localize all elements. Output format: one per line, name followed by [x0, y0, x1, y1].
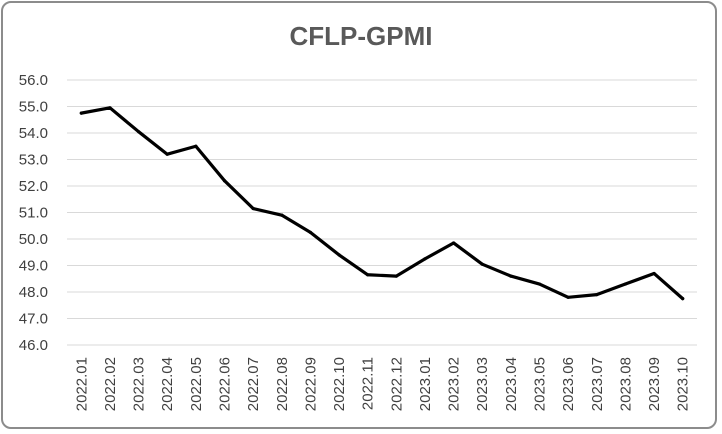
x-tick-label: 2023.02: [446, 357, 463, 411]
x-tick-label: 2022.10: [331, 357, 348, 411]
gridlines: [67, 79, 697, 346]
y-tick-label: 52.0: [19, 178, 48, 195]
data-point: [251, 206, 255, 211]
x-tick-label: 2022.04: [159, 357, 176, 411]
x-tick-label: 2023.03: [474, 357, 491, 411]
x-tick-label: 2022.12: [388, 357, 405, 411]
data-point: [566, 295, 570, 299]
data-point: [623, 282, 628, 286]
y-tick-label: 56.0: [19, 72, 48, 89]
x-tick-label: 2023.07: [589, 357, 606, 411]
data-point: [108, 106, 112, 110]
x-tick-label: 2022.08: [274, 357, 291, 411]
data-point: [652, 271, 656, 276]
data-point: [194, 144, 198, 148]
data-point: [394, 274, 398, 278]
x-tick-label: 2023.05: [532, 357, 549, 411]
chart-frame: [1, 1, 717, 429]
y-tick-label: 51.0: [19, 205, 48, 222]
data-point: [480, 262, 484, 266]
x-tick-label: 2022.11: [360, 357, 377, 410]
x-tick-label: 2022.02: [102, 357, 119, 411]
data-point: [366, 273, 370, 277]
x-tick-label: 2022.05: [188, 357, 205, 411]
x-tick-label: 2022.07: [245, 357, 262, 411]
data-point: [423, 257, 427, 261]
data-point: [537, 282, 542, 286]
data-point: [681, 297, 685, 301]
y-tick-label: 50.0: [19, 231, 48, 248]
series-line: [79, 106, 685, 301]
data-point: [165, 152, 169, 156]
series-layer: [79, 106, 685, 301]
chart-title: CFLP-GPMI: [290, 21, 433, 51]
x-tick-label: 2023.01: [417, 357, 434, 411]
x-tick-label: 2023.10: [675, 357, 692, 411]
y-axis-tick-labels: 46.0 47.0 48.0 49.0 50.0 51.0 52.0 53.0 54.0 55.0…: [19, 72, 48, 354]
y-tick-label: 53.0: [19, 152, 48, 169]
data-point: [451, 241, 456, 245]
data-point: [136, 130, 141, 134]
data-point: [280, 213, 284, 217]
data-point: [308, 230, 313, 234]
data-point: [337, 253, 341, 257]
x-tick-label: 2023.06: [560, 357, 577, 411]
data-point: [222, 179, 227, 183]
x-tick-label: 2023.08: [617, 357, 634, 411]
y-tick-label: 46.0: [19, 337, 48, 354]
y-tick-label: 47.0: [19, 311, 48, 328]
y-tick-label: 54.0: [19, 125, 48, 142]
x-tick-label: 2022.03: [131, 357, 148, 411]
y-tick-label: 49.0: [19, 258, 48, 275]
x-tick-label: 2022.06: [217, 357, 234, 411]
x-tick-label: 2022.09: [302, 357, 319, 411]
data-point: [595, 293, 599, 297]
x-tick-label: 2023.09: [646, 357, 663, 411]
data-point: [509, 274, 513, 278]
x-tick-label: 2022.01: [73, 357, 90, 411]
y-tick-label: 55.0: [19, 99, 48, 116]
x-axis-tick-labels: 2022.01 2022.02 2022.03 2022.04 2022.05 2022.…: [73, 357, 691, 411]
y-tick-label: 48.0: [19, 284, 48, 301]
data-point: [79, 111, 83, 115]
x-tick-label: 2023.04: [503, 357, 520, 411]
